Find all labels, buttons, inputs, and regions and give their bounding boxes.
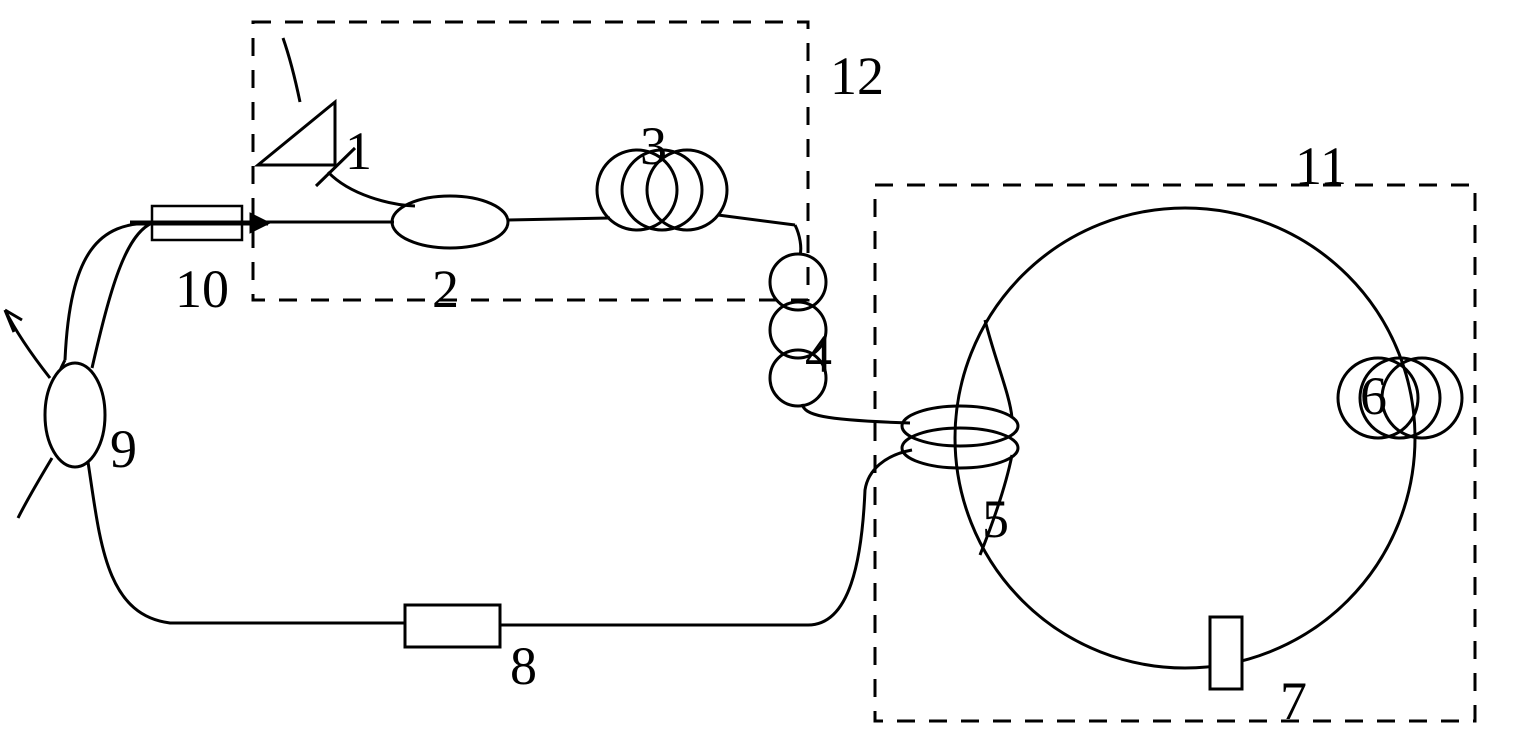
diagram-canvas (0, 0, 1540, 741)
main-loop-left (65, 223, 152, 360)
pump-1-pigtail (283, 38, 300, 102)
label-8: 8 (510, 635, 537, 697)
label-3: 3 (640, 115, 667, 177)
label-6: 6 (1360, 365, 1387, 427)
link-4-to-5 (802, 404, 910, 423)
coupler-9-output-tail (5, 310, 50, 378)
coupler5-to-ring-top (985, 320, 1012, 418)
link-2-to-3 (508, 218, 610, 220)
large-ring (955, 208, 1415, 668)
component-8 (405, 605, 500, 647)
link-3-to-4 (795, 225, 801, 255)
label-5: 5 (982, 488, 1009, 550)
label-9: 9 (110, 418, 137, 480)
coupler-2 (392, 196, 508, 248)
label-11: 11 (1295, 135, 1347, 197)
label-12: 12 (830, 45, 884, 107)
loop-bottom-right (500, 450, 912, 625)
label-10: 10 (175, 258, 229, 320)
coupler-9 (45, 363, 105, 467)
label-2: 2 (432, 258, 459, 320)
coupler-5-lower (902, 428, 1018, 468)
dashed-box-11 (875, 185, 1475, 721)
coupler-5-upper (902, 406, 1018, 446)
coupler-9-lower-stub (18, 458, 52, 518)
link-9-to-10 (92, 223, 152, 368)
component-7 (1210, 617, 1242, 689)
coupler-9-output-arrow (5, 310, 22, 332)
isolator-10-arrow (250, 213, 270, 233)
label-1: 1 (345, 120, 372, 182)
coil-6-loop3 (1382, 358, 1462, 438)
coil-3-exit (718, 215, 795, 225)
pump-1-triangle (258, 102, 335, 165)
loop-bottom-left (88, 462, 405, 623)
label-7: 7 (1280, 670, 1307, 732)
label-4: 4 (805, 323, 832, 385)
